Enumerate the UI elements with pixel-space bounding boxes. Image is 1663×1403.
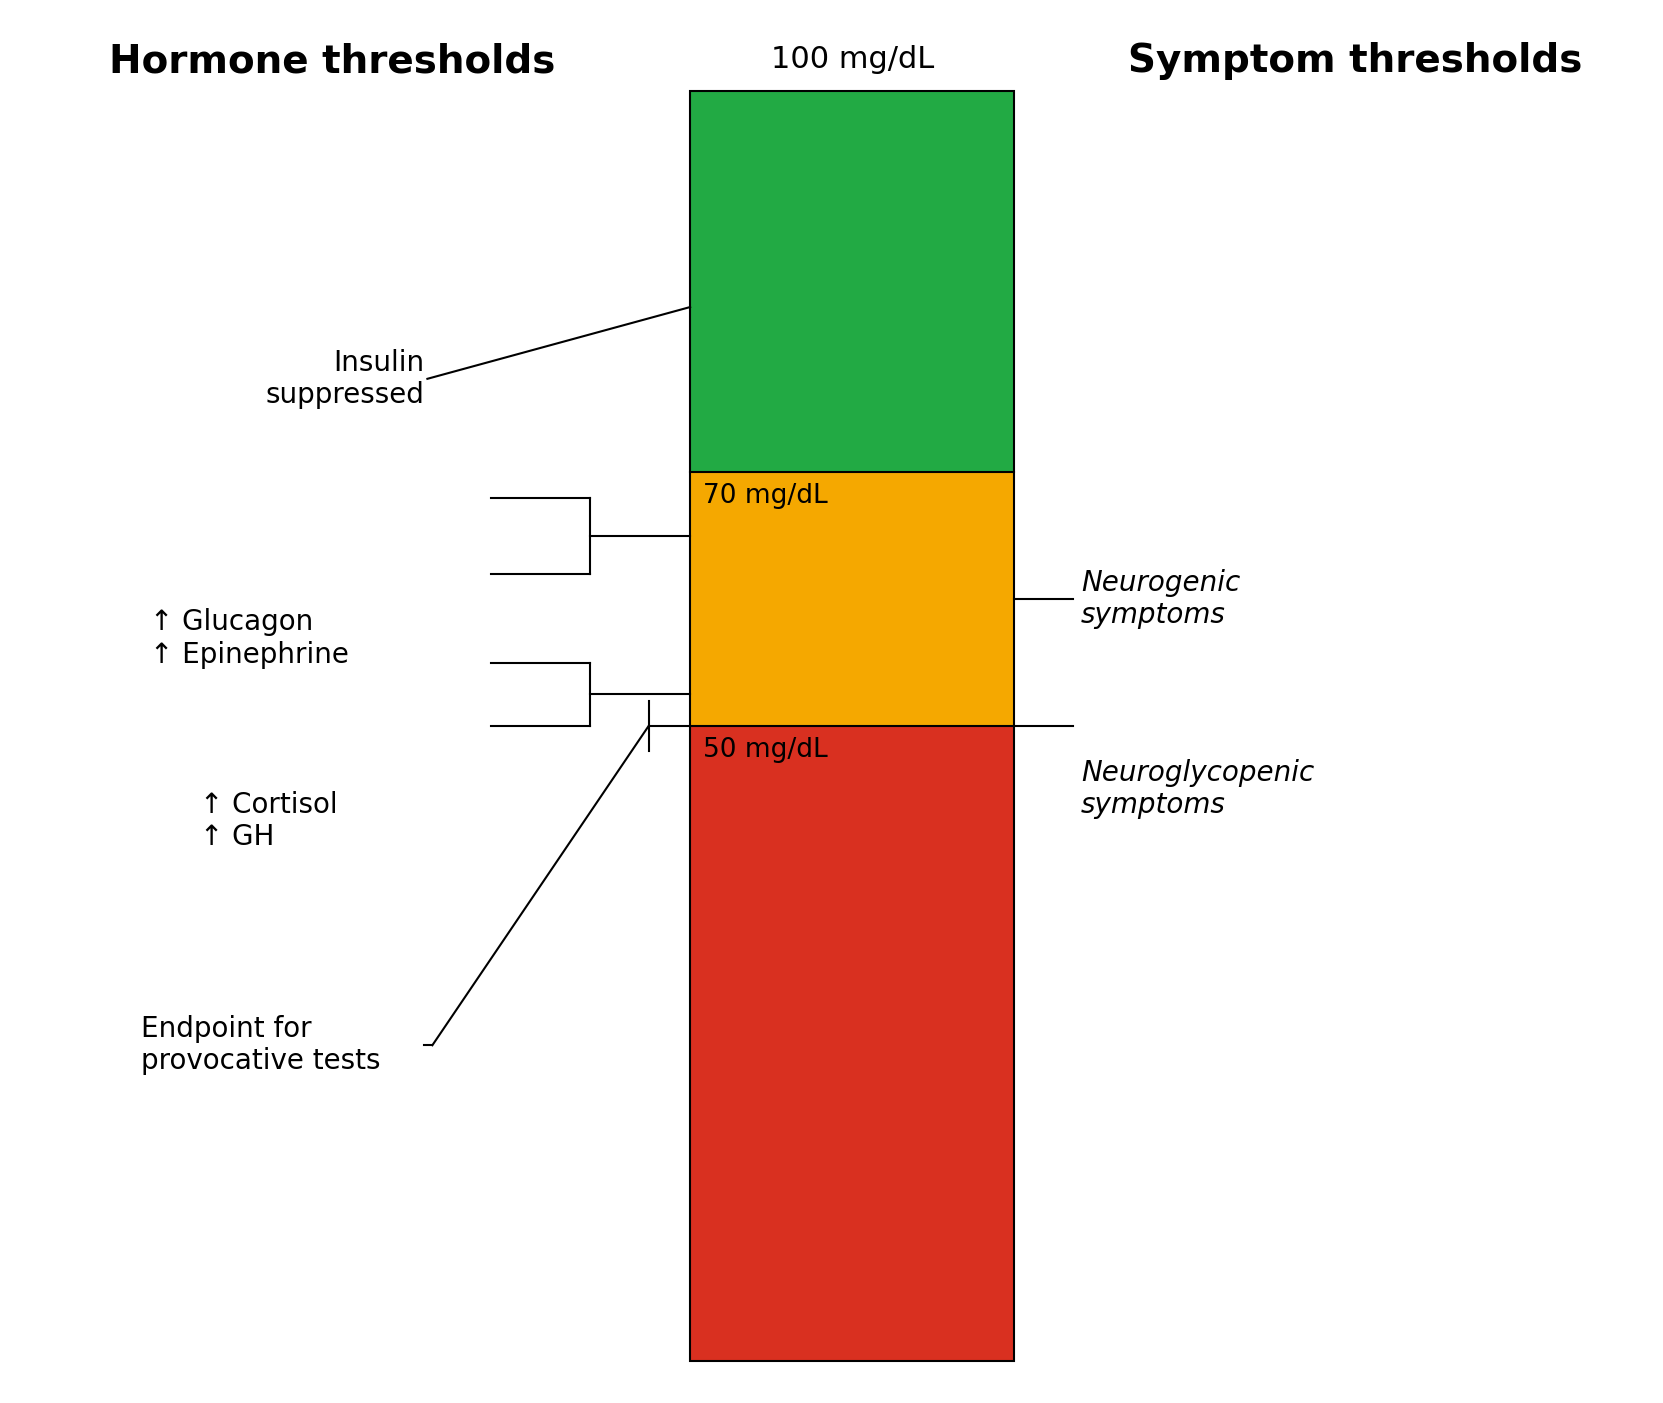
Bar — [690, 91, 1014, 471]
Text: Neuroglycopenic
symptoms: Neuroglycopenic symptoms — [1081, 759, 1314, 819]
Text: Neurogenic
symptoms: Neurogenic symptoms — [1081, 568, 1241, 630]
Text: Hormone thresholds: Hormone thresholds — [110, 42, 555, 80]
Text: ↑ Glucagon
↑ Epinephrine: ↑ Glucagon ↑ Epinephrine — [150, 607, 349, 669]
Text: Insulin
suppressed: Insulin suppressed — [264, 348, 424, 410]
Text: 100 mg/dL: 100 mg/dL — [770, 45, 935, 74]
Bar — [690, 471, 1014, 725]
Text: ↑ Cortisol
↑ GH: ↑ Cortisol ↑ GH — [200, 790, 338, 852]
Text: Endpoint for
provocative tests: Endpoint for provocative tests — [141, 1014, 381, 1076]
Text: 50 mg/dL: 50 mg/dL — [703, 737, 828, 763]
Text: 70 mg/dL: 70 mg/dL — [703, 483, 828, 509]
Bar — [690, 91, 1014, 1361]
Bar — [690, 725, 1014, 1361]
Text: Symptom thresholds: Symptom thresholds — [1128, 42, 1583, 80]
